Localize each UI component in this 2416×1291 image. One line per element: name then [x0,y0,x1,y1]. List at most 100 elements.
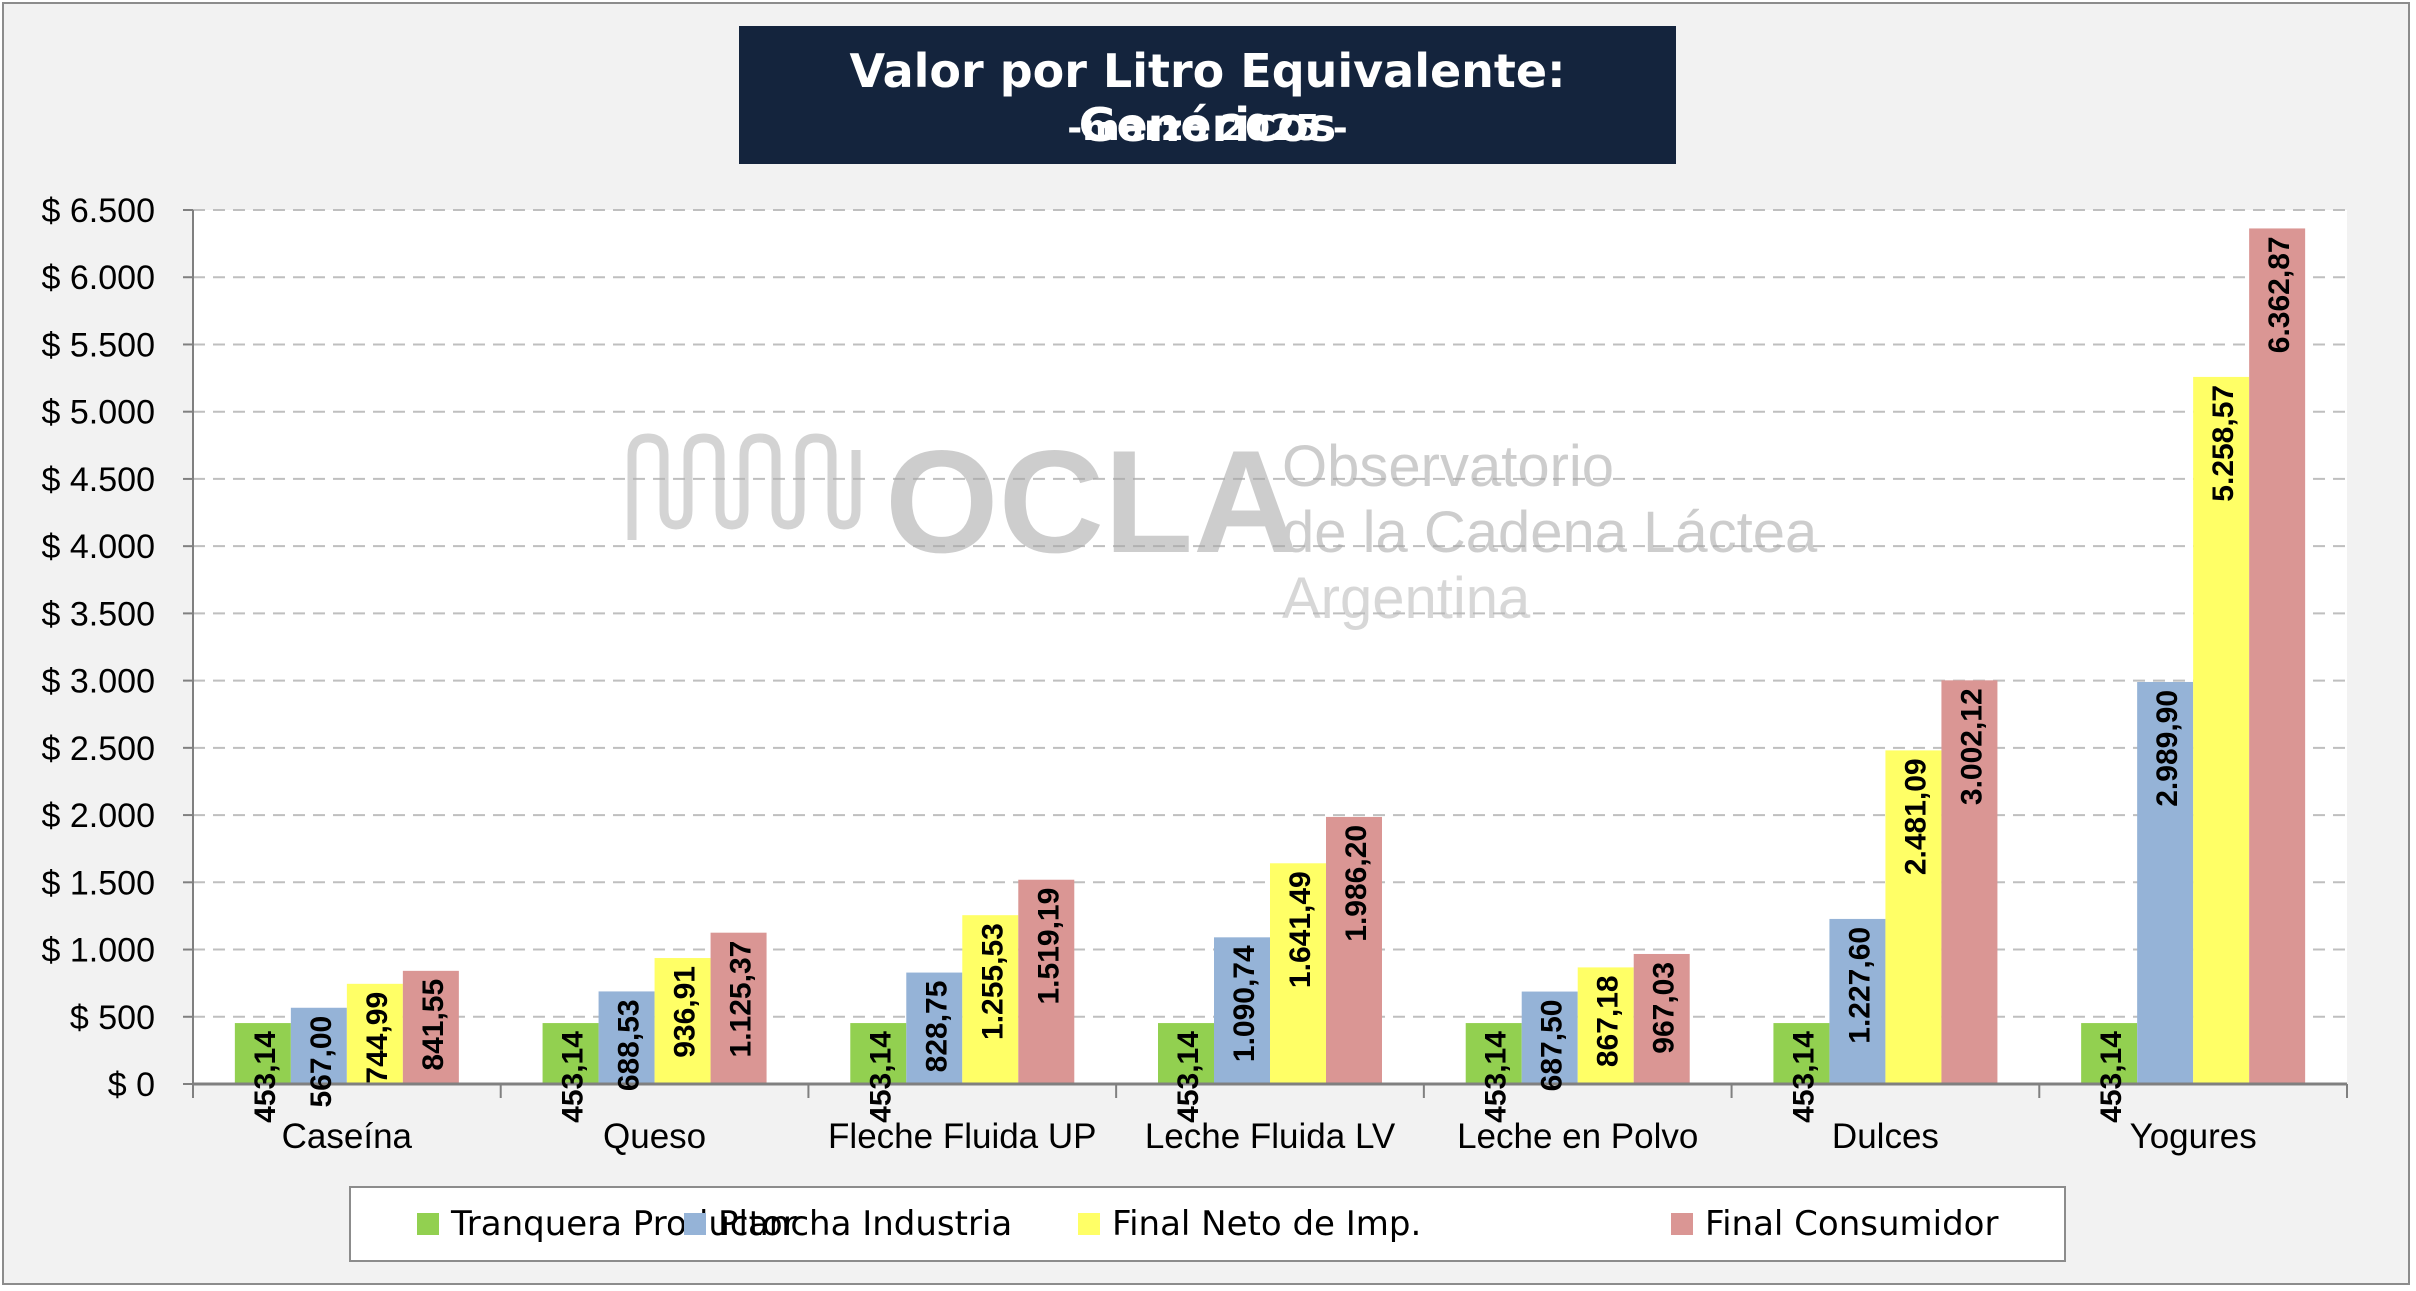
bar [2193,376,2250,1085]
legend-label: Final Neto de Imp. [1112,1204,1422,1244]
bar [598,991,655,1084]
legend-item: Final Neto de Imp. [1078,1188,1421,1260]
x-tick-label: Leche en Polvo [1457,1117,1698,1156]
data-label: 453,14 [1172,1031,1205,1123]
y-tick-label: $ 2.000 [42,797,155,835]
data-label: 6.362,87 [2263,236,2296,353]
chart-title-box: Valor por Litro Equivalente: Genéricos -… [739,26,1676,164]
legend-swatch [1671,1213,1693,1235]
ocla-watermark: OCLA Observatorio de la Cadena Láctea Ar… [627,420,1818,631]
x-tick-label: Yogures [2130,1117,2257,1156]
x-tick-label: Queso [603,1117,706,1156]
legend-item: Plancha Industria [684,1188,1012,1260]
data-label: 688,53 [613,999,646,1091]
data-labels: 453,14 567,00 744,99 841,55 453,14 688,53 936,… [249,236,2296,1122]
data-label: 828,75 [920,981,953,1073]
bar [1270,863,1326,1084]
legend-swatch [684,1213,706,1235]
y-tick-label: $ 500 [70,999,155,1037]
y-tick-label: $ 1.000 [42,932,155,970]
bar [542,1023,599,1084]
data-label: 867,18 [1592,975,1625,1067]
y-tick-label: $ 6.000 [42,259,155,297]
bar [1773,1023,1830,1084]
y-tick-labels: $ 0 $ 500 $ 1.000 $ 1.500 $ 2.000 $ 2.500 $ 3.… [42,192,155,1104]
bar [1326,816,1382,1084]
data-label: 453,14 [1787,1031,1820,1123]
bar [1885,750,1942,1084]
bar [710,932,767,1084]
legend-item: Final Consumidor [1671,1188,1998,1260]
data-label: 453,14 [249,1031,282,1123]
y-tick-label: $ 1.500 [42,864,155,902]
legend-swatch [1078,1213,1100,1235]
watermark-line2: de la Cadena Láctea [1282,500,1818,565]
data-label: 841,55 [417,979,450,1071]
data-label: 567,00 [305,1016,338,1108]
bar [402,970,459,1084]
x-tick-label: Leche Fluida LV [1145,1117,1396,1156]
x-tick-label: Caseína [282,1117,413,1156]
y-tick-label: $ 0 [108,1066,155,1104]
data-label: 5.258,57 [2207,385,2240,502]
axes [183,209,2348,1098]
y-tick-label: $ 5.000 [42,394,155,432]
data-label: 2.989,90 [2151,690,2184,807]
chart-title: Valor por Litro Equivalente: Genéricos [849,44,1566,152]
data-label: 936,91 [669,966,702,1058]
y-tick-label: $ 4.000 [42,528,155,566]
watermark-line1: Observatorio [1282,434,1614,499]
data-label: 1.125,37 [725,941,758,1058]
ocla-logo-text: OCLA [885,420,1299,583]
bar [1214,937,1270,1084]
data-label: 1.090,74 [1228,945,1261,1062]
watermark-line3: Argentina [1282,566,1531,631]
data-label: 687,50 [1536,1000,1569,1092]
data-label: 453,14 [1480,1031,1513,1123]
bar [1941,680,1998,1084]
bar [346,983,403,1084]
bars [234,228,2306,1085]
bar [962,915,1019,1084]
data-label: 1.986,20 [1340,825,1373,942]
data-label: 453,14 [2095,1031,2128,1123]
bar [290,1007,347,1084]
legend-item: Tranquera Productor [417,1188,797,1260]
bar [1465,1023,1522,1084]
y-tick-label: $ 3.500 [42,595,155,633]
chart-subtitle: -marzo 2025 - [1067,108,1348,149]
bar [1829,918,1886,1084]
x-tick-label: Dulces [1832,1117,1939,1156]
data-label: 1.641,49 [1284,871,1317,988]
bar [2249,228,2306,1084]
bar [654,958,711,1084]
data-label: 1.227,60 [1843,927,1876,1044]
data-label: 3.002,12 [1955,688,1988,805]
bar [1018,879,1075,1084]
bar [1633,953,1690,1084]
legend-label: Final Consumidor [1705,1204,1999,1244]
bar [2081,1023,2138,1084]
bar [1577,967,1634,1084]
legend-label: Tranquera Productor [451,1204,797,1244]
x-tick-label: Fleche Fluida UP [828,1117,1096,1156]
data-label: 2.481,09 [1899,758,1932,875]
data-label: 1.519,19 [1032,888,1065,1005]
data-label: 453,14 [864,1031,897,1123]
legend-label: Plancha Industria [718,1204,1013,1244]
bar [1158,1023,1214,1084]
x-tick-labels: Caseína Queso Fleche Fluida UP Leche Fluida… [282,1117,2257,1156]
y-tick-label: $ 2.500 [42,730,155,768]
y-tick-label: $ 3.000 [42,663,155,701]
bar [234,1023,291,1084]
bar [2137,681,2194,1084]
legend-swatch [417,1213,439,1235]
data-label: 744,99 [361,992,394,1084]
bar [850,1023,907,1084]
data-label: 1.255,53 [976,923,1009,1040]
data-label: 967,03 [1648,962,1681,1054]
legend: Tranquera Productor Plancha Industria Fina… [349,1186,2066,1262]
bar [906,972,963,1084]
data-label: 453,14 [557,1031,590,1123]
